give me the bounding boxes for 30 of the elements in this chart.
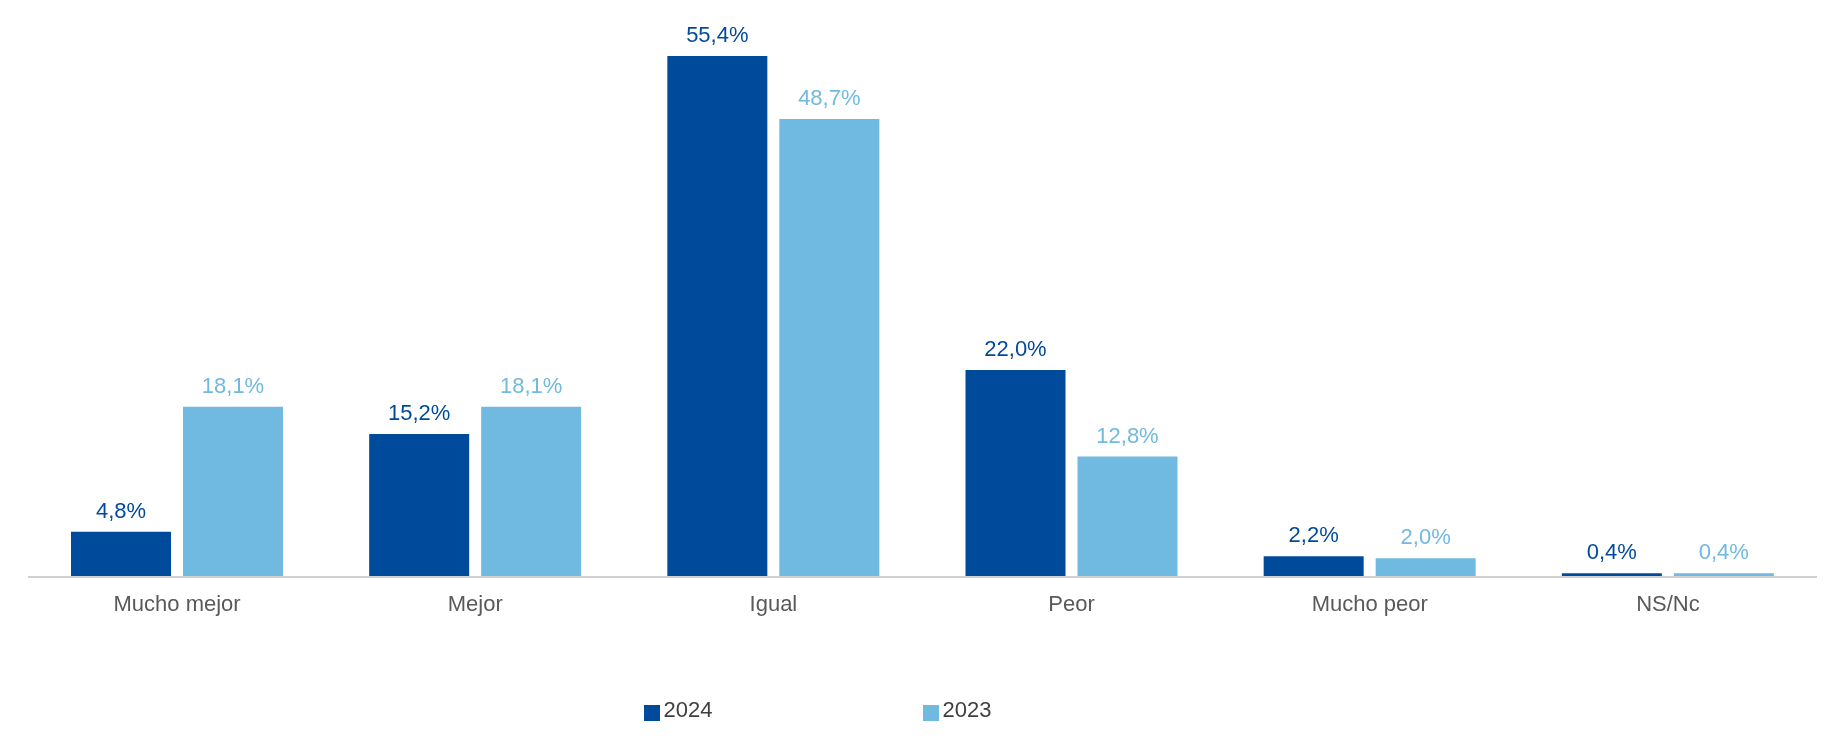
bar: [1077, 456, 1178, 577]
data-label: 55,4%: [686, 22, 749, 47]
x-tick-label: Peor: [1048, 590, 1095, 616]
x-tick-label: NS/Nc: [1636, 590, 1700, 616]
x-tick-label: Mucho peor: [1311, 590, 1428, 616]
data-label: 18,1%: [499, 372, 563, 398]
data-label: 18,1%: [201, 372, 265, 398]
x-tick-label: Mejor: [447, 590, 503, 616]
data-label: 22,0%: [984, 336, 1047, 362]
x-tick-label: Mucho mejor: [113, 590, 241, 616]
data-label: 0,4%: [1586, 539, 1637, 565]
legend-label: 2023: [942, 697, 992, 722]
data-label: 15,2%: [387, 400, 451, 426]
bar: [1263, 556, 1364, 577]
bar: [369, 434, 470, 577]
bar: [71, 531, 171, 577]
x-tick-label: Igual: [749, 590, 798, 616]
bar: [481, 406, 582, 577]
bar: [1375, 558, 1476, 577]
bar: [965, 370, 1066, 577]
data-label: 0,4%: [1698, 539, 1749, 565]
legend-label: 2024: [663, 697, 713, 722]
data-label: 12,8%: [1096, 422, 1159, 448]
bar: [779, 119, 880, 577]
data-label: 2,2%: [1288, 522, 1339, 548]
data-label: 48,7%: [798, 85, 861, 111]
data-label: 2,0%: [1400, 524, 1451, 550]
bar: [667, 56, 768, 577]
data-label: 4,8%: [95, 497, 147, 523]
bar: [183, 406, 283, 577]
